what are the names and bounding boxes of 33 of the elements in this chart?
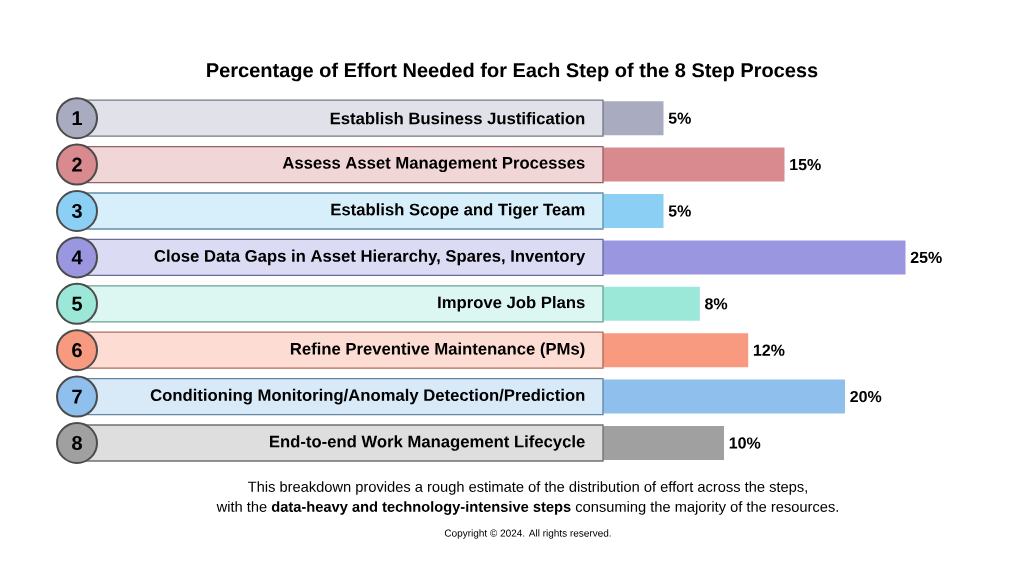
text: with the data-heavy and technology-intensive steps consuming the majority of the resources. (216, 501, 838, 515)
y-tick-label: Improve Job Plans (438, 296, 585, 312)
text: 7 (72, 389, 82, 404)
data-label: 8% (705, 298, 728, 310)
data-label: 25% (910, 251, 942, 264)
bar (603, 426, 725, 460)
text: This breakdown provides a rough estimate of the distribution of effort across the steps, (248, 481, 807, 495)
y-tick-label: Refine Preventive Maintenance (PMs) (290, 342, 585, 358)
text: 5 (72, 296, 82, 311)
text: 6 (72, 343, 82, 358)
text: 8 (72, 435, 82, 451)
y-tick-label: Establish Business Justification (330, 112, 585, 125)
data-label: 5% (668, 205, 691, 217)
text: 4 (71, 250, 83, 265)
y-tick-label: End-to-end Work Management Lifecycle (270, 435, 585, 451)
data-label: 5% (668, 112, 691, 124)
y-tick-label: Conditioning Monitoring/Anomaly Detection/Prediction (150, 388, 585, 405)
text: 3 (71, 203, 82, 219)
bar (603, 194, 664, 228)
y-tick-label: Assess Asset Management Processes (282, 157, 585, 173)
text: Copyright © 2024. All rights reserved. (444, 529, 611, 539)
chart-title: Percentage of Effort Needed for Each Step of the 8 Step Process (207, 62, 818, 82)
data-label: 15% (790, 158, 821, 171)
bar (603, 101, 664, 136)
y-tick-label: Close Data Gaps in Asset Hierarchy, Spares, Inventory (154, 249, 586, 266)
text: 2 (72, 157, 82, 172)
data-label: 12% (753, 344, 785, 356)
bar (603, 333, 749, 368)
bar (603, 286, 700, 321)
data-label: 20% (850, 390, 882, 403)
text: 1 (72, 111, 82, 126)
y-tick-label: Establish Scope and Tiger Team (331, 203, 585, 219)
data-label: 10% (729, 437, 761, 449)
